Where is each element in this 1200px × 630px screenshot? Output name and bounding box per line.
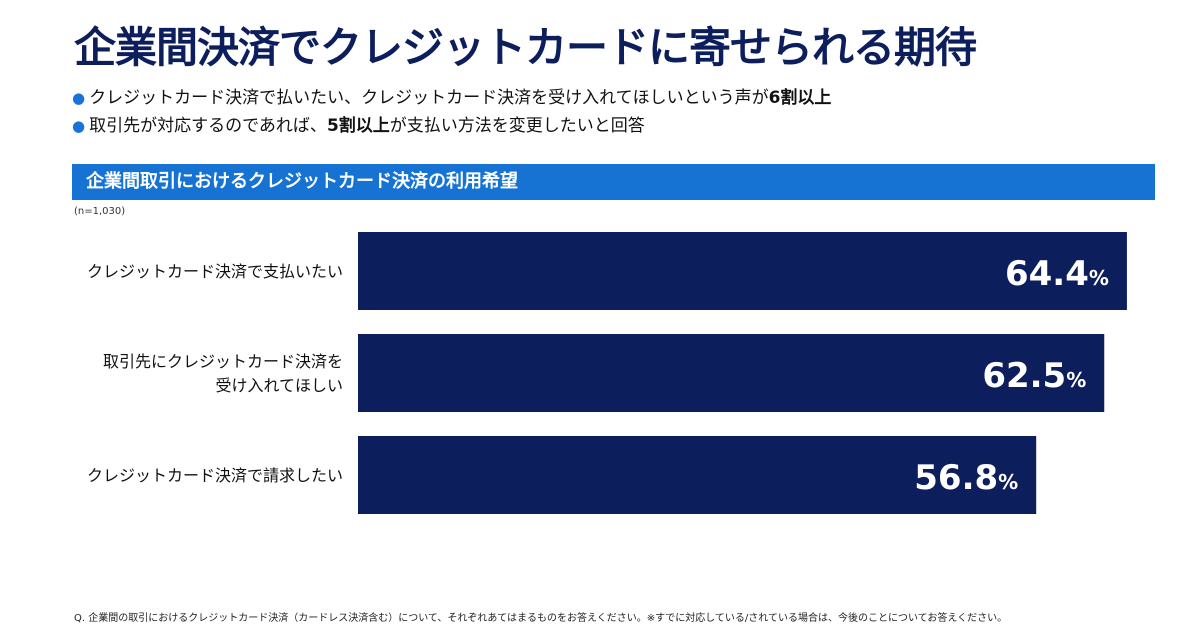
category-label-2: 取引先にクレジットカード決済を受け入れてほしい (103, 352, 343, 395)
category-label-1: クレジットカード決済で支払いたい (87, 262, 343, 281)
section-header: 企業間取引におけるクレジットカード決済の利用希望 (72, 164, 1155, 200)
bar-chart: 64.4% クレジットカード決済で支払いたい 62.5% 取引先にクレジットカード決済… (87, 232, 1127, 514)
bullet-2-tail: が支払い方法を変更したいと回答 (389, 116, 645, 136)
page-title: 企業間決済でクレジットカードに寄せられる期待 (74, 23, 977, 72)
survey-question-footnote: Q. 企業間の取引におけるクレジットカード決済（カードレス決済含む）について、そ… (74, 613, 1008, 624)
bar-1 (358, 232, 1127, 310)
bullet-dot-icon: ● (72, 117, 86, 135)
bar-3 (358, 436, 1037, 514)
bullet-2: ● 取引先が対応するのであれば、5割以上が支払い方法を変更したいと回答 (72, 112, 831, 140)
bullet-1-bold: 6割以上 (768, 88, 832, 108)
bar-value-label-1: 64.4% (1005, 254, 1109, 294)
bar-value-label-3: 56.8% (914, 458, 1018, 498)
sample-size-note: (n=1,030) (74, 206, 126, 217)
bar-value-label-2: 62.5% (982, 356, 1086, 396)
bar-2 (358, 334, 1105, 412)
category-label-3: クレジットカード決済で請求したい (87, 466, 343, 485)
bullet-1-text: クレジットカード決済で払いたい、クレジットカード決済を受け入れてほしいという声が (89, 88, 769, 108)
bullet-1: ● クレジットカード決済で払いたい、クレジットカード決済を受け入れてほしいという声… (72, 84, 831, 112)
bullet-2-text: 取引先が対応するのであれば、 (89, 116, 327, 136)
summary-bullets: ● クレジットカード決済で払いたい、クレジットカード決済を受け入れてほしいという声… (72, 84, 831, 140)
bullet-2-bold: 5割以上 (326, 116, 390, 136)
bullet-dot-icon: ● (72, 89, 86, 107)
